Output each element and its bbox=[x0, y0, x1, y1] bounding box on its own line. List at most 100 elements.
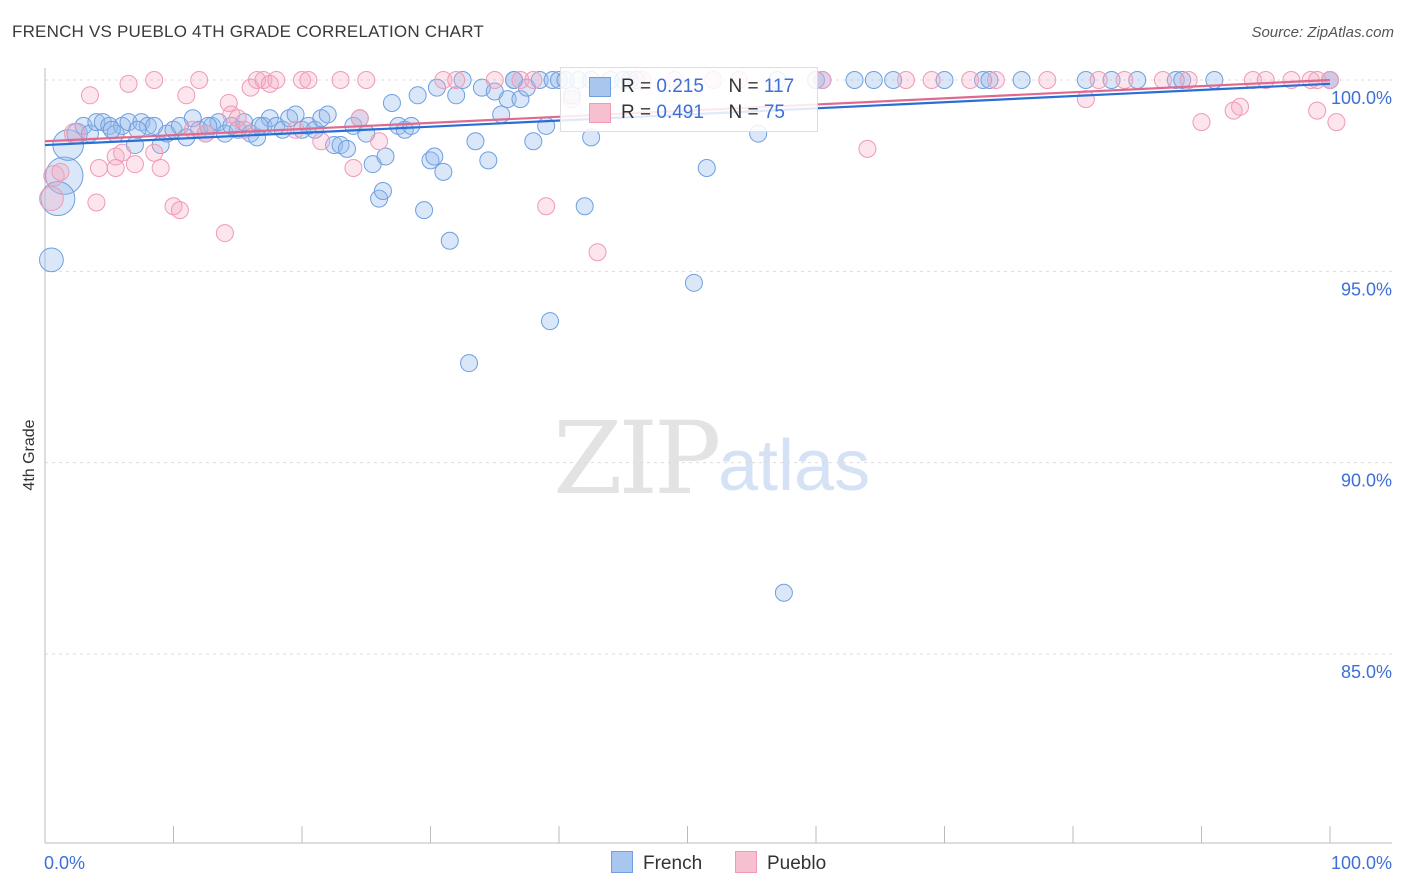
french-point bbox=[40, 181, 76, 217]
french-point bbox=[376, 147, 395, 166]
french-point bbox=[119, 113, 138, 132]
french-point bbox=[415, 201, 434, 220]
pueblo-point bbox=[145, 143, 164, 162]
pueblo-point bbox=[331, 71, 350, 89]
pueblo-point bbox=[215, 224, 234, 243]
french-point bbox=[318, 105, 337, 124]
french-point bbox=[974, 71, 993, 89]
pueblo-point bbox=[537, 197, 556, 216]
french-point bbox=[697, 159, 716, 178]
axes bbox=[44, 68, 1392, 844]
french-point bbox=[1076, 71, 1095, 89]
french-point bbox=[505, 71, 524, 89]
french-point bbox=[102, 120, 121, 139]
french-point bbox=[864, 71, 883, 89]
pueblo-point bbox=[1192, 113, 1211, 132]
stats-legend: R = 0.215 N = 117 R = 0.491 N = 75 bbox=[560, 67, 818, 132]
french-point bbox=[427, 78, 446, 97]
pueblo-point bbox=[1179, 71, 1198, 89]
pueblo-point bbox=[87, 193, 106, 212]
pueblo-point bbox=[89, 159, 108, 178]
french-stats: R = 0.215 N = 117 bbox=[621, 76, 794, 98]
pueblo-point bbox=[922, 71, 941, 89]
french-point bbox=[1173, 71, 1192, 89]
pueblo-point bbox=[312, 132, 331, 151]
french-point bbox=[425, 147, 444, 166]
french-point bbox=[684, 273, 703, 292]
pueblo-point bbox=[1231, 97, 1250, 116]
y-tick-label: 85.0% bbox=[1341, 662, 1392, 682]
pueblo-point bbox=[170, 201, 189, 220]
pueblo-point bbox=[219, 93, 238, 112]
french-swatch bbox=[589, 77, 611, 97]
pueblo-point bbox=[524, 71, 543, 89]
pueblo-point bbox=[113, 143, 132, 162]
french-point bbox=[466, 132, 485, 151]
pueblo-point bbox=[177, 86, 196, 105]
french-r-value: 0.215 bbox=[656, 76, 704, 97]
pueblo-point bbox=[858, 139, 877, 158]
pueblo-point bbox=[119, 74, 138, 93]
french-n-label: N = bbox=[728, 76, 764, 97]
legend-french-swatch bbox=[611, 851, 633, 873]
pueblo-point bbox=[896, 71, 915, 89]
french-point bbox=[774, 583, 793, 602]
x-tick-label: 100.0% bbox=[1331, 853, 1392, 873]
watermark-atlas: atlas bbox=[718, 426, 871, 506]
pueblo-point bbox=[357, 71, 376, 89]
legend-pueblo-label: Pueblo bbox=[767, 853, 827, 874]
french-point bbox=[128, 120, 147, 139]
french-point bbox=[337, 139, 356, 158]
legend-pueblo-swatch bbox=[735, 851, 757, 873]
pueblo-swatch bbox=[589, 103, 611, 123]
pueblo-r-label: R = bbox=[621, 102, 657, 123]
french-point bbox=[511, 90, 530, 109]
pueblo-point bbox=[293, 71, 311, 89]
pueblo-point bbox=[145, 71, 164, 89]
pueblo-point bbox=[43, 164, 65, 187]
french-point bbox=[39, 247, 64, 273]
french-point bbox=[440, 231, 459, 250]
french-points bbox=[39, 71, 1339, 602]
pueblo-point bbox=[51, 162, 70, 181]
french-point bbox=[260, 109, 279, 128]
french-point bbox=[447, 86, 466, 105]
pueblo-point bbox=[1076, 90, 1095, 109]
pueblo-point bbox=[1153, 71, 1172, 89]
pueblo-point bbox=[80, 86, 99, 105]
pueblo-point bbox=[1089, 71, 1108, 89]
source-label: Source: ZipAtlas.com bbox=[1251, 24, 1394, 41]
y-tick-label: 95.0% bbox=[1341, 279, 1392, 299]
pueblo-point bbox=[299, 71, 318, 89]
french-point bbox=[524, 132, 543, 151]
french-point bbox=[286, 105, 305, 124]
french-point bbox=[434, 162, 453, 181]
pueblo-point bbox=[350, 109, 369, 128]
legend-french-label: French bbox=[643, 853, 703, 874]
tick-labels: 100.0% 95.0% 90.0% 85.0% 0.0% 100.0% bbox=[44, 88, 1392, 873]
chart-title: FRENCH VS PUEBLO 4TH GRADE CORRELATION C… bbox=[12, 22, 484, 41]
pueblo-n-label: N = bbox=[728, 102, 764, 123]
french-point bbox=[460, 354, 479, 373]
french-point bbox=[541, 312, 560, 331]
y-tick-label: 90.0% bbox=[1341, 471, 1392, 491]
french-point bbox=[1012, 71, 1031, 89]
french-point bbox=[498, 90, 517, 109]
pueblo-point bbox=[961, 71, 980, 89]
pueblo-point bbox=[39, 186, 64, 212]
french-point bbox=[884, 71, 903, 89]
pueblo-point bbox=[434, 71, 453, 89]
french-point bbox=[1166, 71, 1185, 89]
pueblo-point bbox=[344, 159, 363, 178]
pueblo-point bbox=[1308, 101, 1327, 120]
french-point bbox=[453, 71, 472, 89]
watermark-zip: ZIP bbox=[553, 400, 721, 517]
french-r-label: R = bbox=[621, 76, 657, 97]
pueblo-point bbox=[447, 71, 466, 89]
pueblo-point bbox=[1115, 71, 1134, 89]
french-point bbox=[845, 71, 864, 89]
pueblo-point bbox=[986, 71, 1005, 89]
french-point bbox=[530, 71, 549, 89]
french-point bbox=[402, 116, 421, 135]
pueblo-point bbox=[1038, 71, 1057, 89]
